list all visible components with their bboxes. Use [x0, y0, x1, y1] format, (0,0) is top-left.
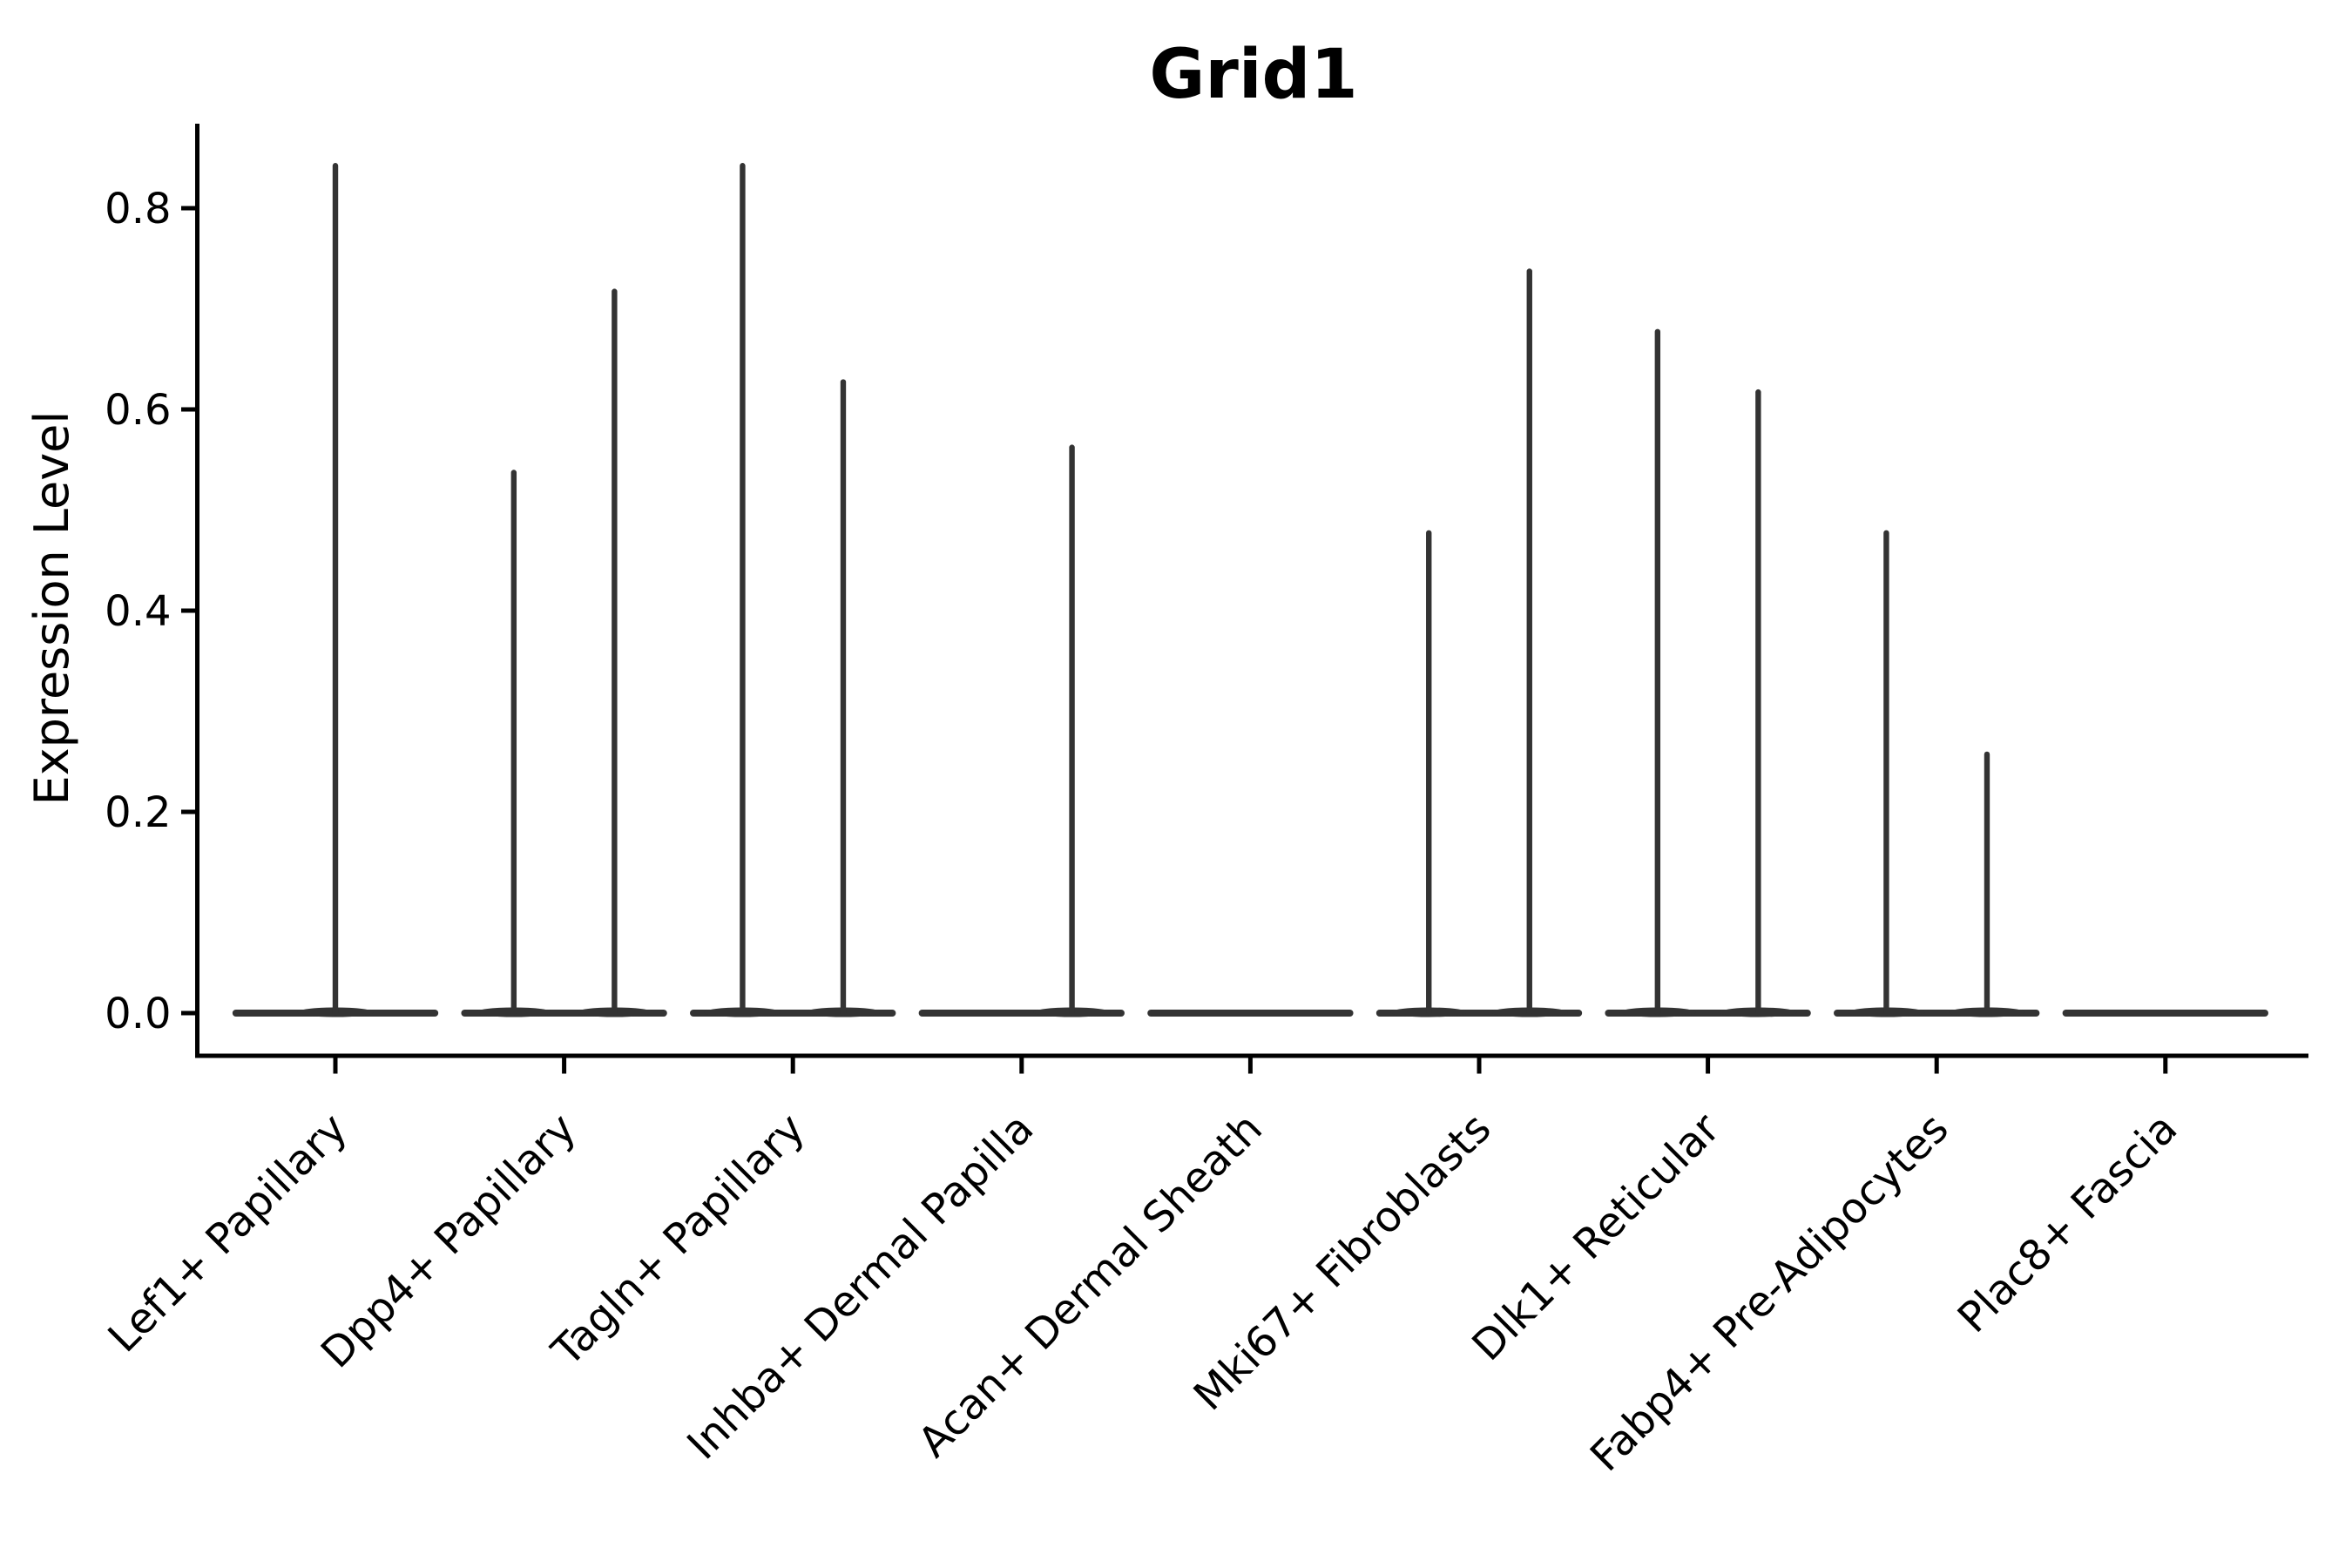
x-axis-tick: [2163, 1058, 2168, 1074]
violin-max-spike: [1526, 268, 1532, 1016]
violin-zero-body: [2062, 1010, 2268, 1017]
axes-layer: [195, 124, 2308, 1058]
violin-max-spike: [510, 470, 517, 1016]
x-axis-spine: [195, 1053, 2308, 1058]
y-axis-tick: [181, 1010, 195, 1016]
y-axis-tick: [181, 206, 195, 211]
y-axis-tick-label: 0.8: [105, 185, 171, 233]
y-axis-spine: [195, 124, 199, 1058]
violin-max-spike: [840, 379, 847, 1017]
violin-fabp4-pre-adipocytes: [1834, 530, 2040, 1017]
x-axis-tick-label: Dpp4+ Papillary: [312, 1104, 585, 1377]
y-axis-tick-label: 0.6: [105, 386, 171, 435]
violin-max-spike: [612, 288, 618, 1016]
violin-zero-body: [1147, 1010, 1354, 1017]
y-axis-tick-label: 0.0: [105, 990, 171, 1038]
violins-layer: [232, 163, 2268, 1017]
x-axis-tick: [1019, 1058, 1024, 1074]
y-axis-tick-label: 0.2: [105, 788, 171, 837]
violin-max-spike: [1883, 530, 1889, 1016]
violin-inhba-dermal-papilla: [918, 444, 1125, 1017]
y-axis-tick-label: 0.4: [105, 587, 171, 636]
x-axis-tick-label: Lef1+ Papillary: [99, 1104, 357, 1362]
x-axis-tick-label: Dlk1+ Reticular: [1463, 1104, 1729, 1370]
chart-title: Grid1: [1149, 36, 1357, 114]
violin-max-spike: [1984, 751, 1990, 1016]
x-axis-tick: [1247, 1058, 1253, 1074]
x-axis-tick: [790, 1058, 795, 1074]
violin-mki67-fibroblasts: [1375, 268, 1583, 1017]
violin-max-spike: [740, 163, 746, 1016]
violin-max-spike: [1069, 444, 1075, 1016]
violin-max-spike: [1654, 328, 1661, 1017]
y-axis-label: Expression Level: [24, 411, 79, 806]
violin-max-spike: [332, 163, 339, 1016]
violin-dlk1-reticular: [1605, 328, 1811, 1017]
violin-max-spike: [1426, 530, 1432, 1016]
x-axis-tick: [1706, 1058, 1711, 1074]
x-axis-tick: [1477, 1058, 1482, 1074]
violin-plac8-fascia: [2062, 1010, 2268, 1017]
violin-acan-dermal-sheath: [1147, 1010, 1354, 1017]
violin-lef1-papillary: [232, 163, 439, 1017]
x-axis-tick: [562, 1058, 567, 1074]
x-axis-tick: [1934, 1058, 1939, 1074]
x-axis-tick-label: Tagln+ Papillary: [542, 1104, 814, 1375]
violin-tagln-papillary: [690, 163, 896, 1017]
violin-dpp4-papillary: [461, 288, 667, 1017]
y-axis-tick: [181, 407, 195, 412]
y-axis-tick: [181, 608, 195, 613]
y-axis-tick: [181, 809, 195, 814]
x-axis-tick: [333, 1058, 338, 1074]
x-axis-tick-label: Plac8+ Fascia: [1949, 1104, 2187, 1342]
violin-max-spike: [1755, 389, 1761, 1016]
